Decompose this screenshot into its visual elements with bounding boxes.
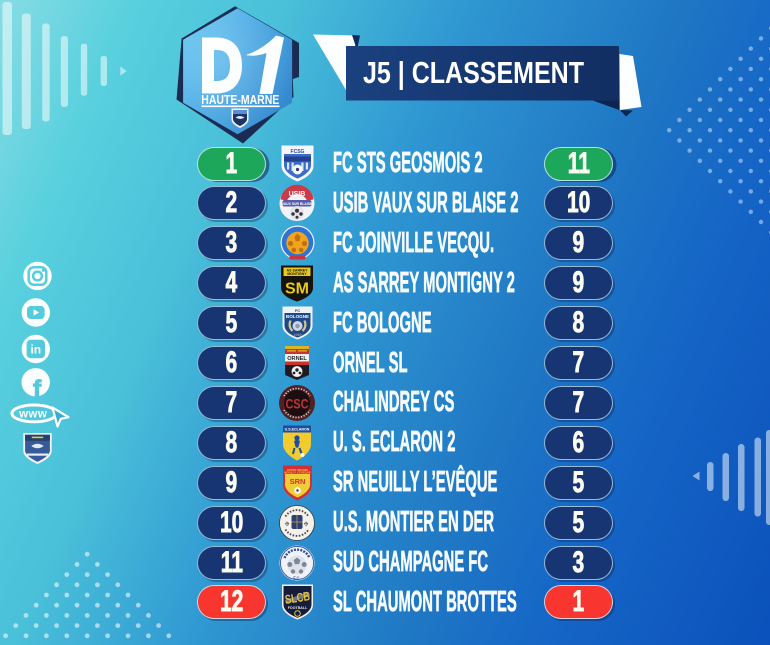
svg-text:FOOTBALL: FOOTBALL (287, 606, 307, 610)
svg-text:F.C.: F.C. (293, 575, 300, 580)
svg-text:ORNEL: ORNEL (287, 356, 307, 362)
svg-text:CSC: CSC (286, 396, 309, 411)
svg-text:www: www (18, 409, 47, 421)
svg-text:SLCB: SLCB (284, 590, 311, 608)
svg-text:USIB: USIB (289, 191, 306, 198)
svg-text:U.S.ECLARON: U.S.ECLARON (285, 427, 310, 431)
svg-text:AS SARREY: AS SARREY (287, 268, 309, 272)
svg-text:SPORT REUNIS: SPORT REUNIS (287, 467, 308, 471)
svg-text:✠: ✠ (285, 521, 289, 527)
svg-text:✠: ✠ (304, 521, 308, 527)
svg-text:NEUILLY L'EVEQUE: NEUILLY L'EVEQUE (284, 470, 311, 474)
svg-text:in: in (30, 343, 41, 357)
svg-text:SM: SM (285, 280, 309, 297)
svg-text:1949: 1949 (293, 333, 301, 337)
svg-text:HAUTE-MARNE: HAUTE-MARNE (201, 92, 279, 107)
svg-text:FCSG: FCSG (290, 149, 304, 155)
svg-text:VAUX SUR BLAISE: VAUX SUR BLAISE (282, 202, 313, 206)
svg-text:SRN: SRN (289, 477, 305, 486)
svg-text:MONTIGNY: MONTIGNY (287, 272, 307, 276)
svg-text:BOLOGNE: BOLOGNE (285, 314, 308, 319)
svg-text:FC: FC (294, 308, 299, 313)
